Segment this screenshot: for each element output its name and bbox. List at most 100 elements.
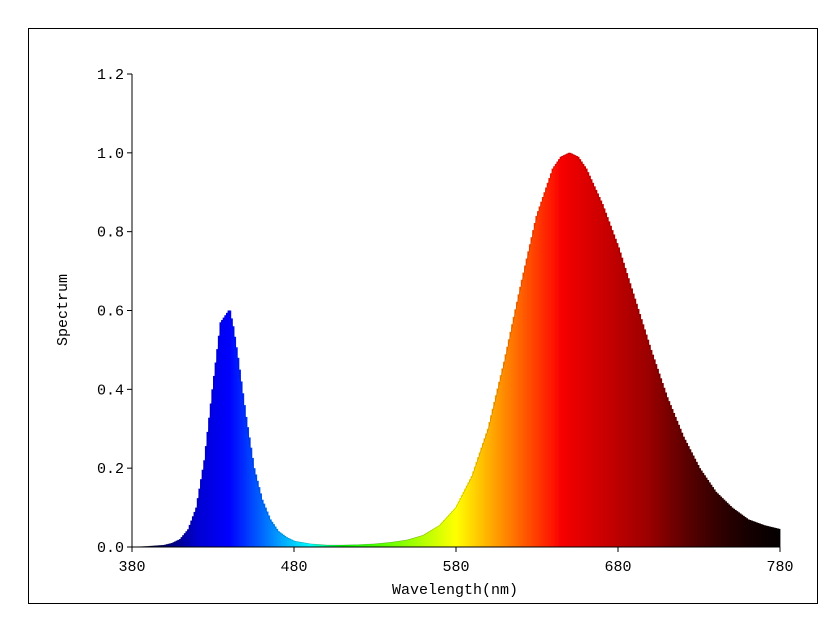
spectrum-strip (614, 238, 617, 548)
y-tick-label: 0.0 (97, 540, 124, 557)
spectrum-strip (512, 316, 515, 547)
spectrum-strip (235, 347, 238, 547)
spectrum-strip (227, 310, 230, 547)
spectrum-strip (572, 154, 575, 547)
spectrum-strip (478, 452, 481, 547)
spectrum-strip (468, 479, 471, 547)
spectrum-strip (739, 513, 742, 547)
spectrum-strip (585, 168, 588, 547)
spectrum-strip (532, 230, 535, 547)
spectrum-strip (757, 522, 760, 547)
spectrum-strip (329, 545, 332, 547)
spectrum-strip (276, 528, 279, 547)
spectrum-strip (491, 408, 494, 547)
spectrum-strip (493, 401, 496, 547)
spectrum-strip (347, 544, 350, 547)
spectrum-strip (737, 512, 740, 547)
spectrum-strip (287, 537, 290, 547)
spectrum-strip (481, 442, 484, 547)
spectrum-strip (470, 476, 473, 547)
spectrum-strip (767, 526, 770, 547)
y-tick-label: 0.8 (97, 225, 124, 242)
spectrum-strip (558, 159, 561, 547)
spectrum-strip (760, 524, 763, 547)
y-tick-label: 0.6 (97, 304, 124, 321)
spectrum-strip (328, 545, 331, 547)
spectrum-strip (679, 428, 682, 547)
spectrum-strip (421, 535, 424, 547)
spectrum-strip (373, 543, 376, 547)
spectrum-strip (771, 527, 774, 547)
spectrum-strip (548, 178, 551, 547)
spectrum-strip (253, 468, 256, 547)
spectrum-strip (707, 479, 710, 547)
spectrum-strip (250, 447, 253, 547)
spectrum-strip (545, 187, 548, 547)
spectrum-strip (342, 544, 345, 547)
spectrum-strip (488, 422, 491, 547)
spectrum-strip (365, 544, 368, 547)
spectrum-strip (634, 298, 637, 547)
spectrum-strip (575, 155, 578, 547)
spectrum-strip (302, 542, 305, 547)
spectrum-strip (269, 519, 272, 547)
spectrum-strip (778, 528, 781, 547)
spectrum-strip (195, 507, 198, 547)
spectrum-strip (444, 518, 447, 547)
spectrum-strip (528, 244, 531, 547)
spectrum-strip (366, 544, 369, 547)
spectrum-strip (213, 375, 216, 547)
spectrum-strip (389, 542, 392, 547)
spectrum-strip (370, 544, 373, 547)
spectrum-strip (238, 369, 241, 547)
spectrum-strip (229, 310, 232, 547)
spectrum-strip (183, 533, 186, 547)
spectrum-strip (559, 156, 562, 547)
spectrum-area (131, 152, 781, 548)
spectrum-strip (541, 196, 544, 548)
spectrum-strip (251, 457, 254, 547)
spectrum-strip (608, 221, 611, 547)
spectrum-strip (214, 362, 217, 547)
spectrum-strip (337, 545, 340, 547)
spectrum-strip (399, 540, 402, 547)
y-tick-label: 0.4 (97, 382, 124, 399)
spectrum-strip (384, 542, 387, 547)
spectrum-strip (303, 542, 306, 547)
spectrum-strip (178, 539, 181, 547)
spectrum-strip (290, 539, 293, 547)
spectrum-strip (618, 247, 621, 547)
spectrum-strip (593, 186, 596, 547)
spectrum-strip (308, 543, 311, 547)
spectrum-strip (187, 529, 190, 547)
spectrum-strip (407, 539, 410, 547)
spectrum-strip (459, 498, 462, 547)
spectrum-strip (431, 529, 434, 547)
spectrum-strip (499, 375, 502, 547)
spectrum-strip (716, 493, 719, 547)
spectrum-strip (255, 474, 258, 547)
spectrum-strip (530, 237, 533, 547)
spectrum-strip (752, 521, 755, 547)
spectrum-strip (206, 431, 209, 547)
spectrum-strip (723, 499, 726, 547)
spectrum-strip (247, 427, 250, 547)
spectrum-strip (728, 504, 731, 547)
spectrum-strip (595, 189, 598, 547)
spectrum-strip (639, 314, 642, 547)
spectrum-strip (272, 524, 275, 547)
spectrum-strip (579, 159, 582, 547)
spectrum-strip (733, 508, 736, 547)
spectrum-strip (695, 461, 698, 547)
spectrum-strip (221, 319, 224, 547)
spectrum-strip (166, 544, 169, 547)
spectrum-strip (699, 468, 702, 547)
spectrum-strip (653, 359, 656, 547)
spectrum-strip (154, 545, 157, 547)
spectrum-strip (465, 485, 468, 547)
spectrum-strip (711, 487, 714, 547)
spectrum-strip (292, 540, 295, 547)
spectrum-strip (326, 545, 329, 547)
spectrum-strip (611, 230, 614, 547)
y-tick-label: 0.2 (97, 461, 124, 478)
